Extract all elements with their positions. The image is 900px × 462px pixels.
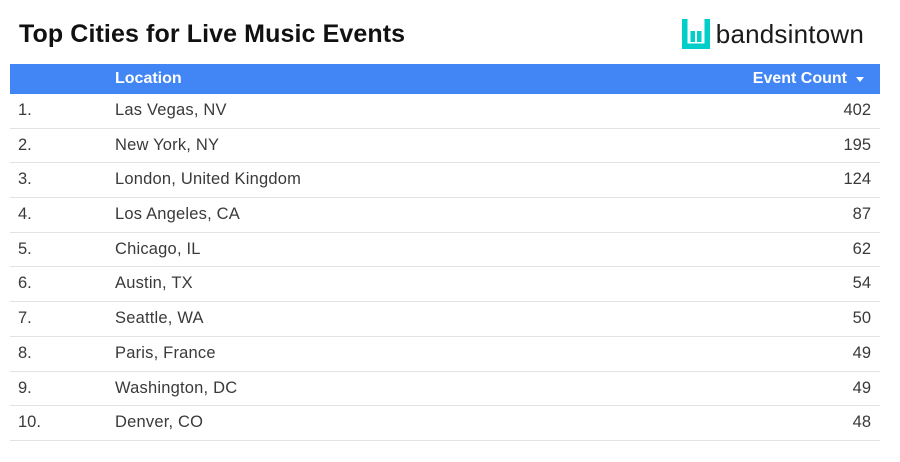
row-event-count: 87 (852, 205, 871, 224)
row-event-count: 62 (852, 239, 871, 258)
page-title: Top Cities for Live Music Events (19, 20, 406, 48)
row-event-count: 54 (852, 274, 871, 293)
row-rank: 4. (18, 205, 32, 224)
table-row: 2. New York, NY 195 (10, 129, 880, 164)
row-location: Seattle, WA (115, 309, 204, 328)
row-event-count: 49 (852, 378, 871, 397)
brand: bandsintown (681, 18, 864, 50)
row-event-count: 50 (852, 309, 871, 328)
row-rank: 10. (18, 413, 41, 432)
table-row: 1. Las Vegas, NV 402 (10, 94, 880, 129)
column-header-event-count[interactable]: Event Count (753, 70, 864, 88)
column-header-location[interactable]: Location (115, 70, 182, 87)
row-location: Las Vegas, NV (115, 101, 227, 119)
row-location: Paris, France (115, 343, 216, 362)
table-header: Location Event Count (10, 64, 880, 94)
table-row: 8. Paris, France 49 (10, 337, 880, 372)
row-event-count: 49 (852, 343, 871, 362)
table-row: 4. Los Angeles, CA 87 (10, 198, 880, 233)
events-table: Location Event Count 1. Las Vegas, NV 402 2… (10, 64, 880, 441)
row-rank: 9. (18, 378, 32, 397)
row-rank: 6. (18, 274, 32, 293)
report-header: Top Cities for Live Music Events bandsin… (0, 0, 900, 64)
row-location: Washington, DC (115, 378, 238, 397)
row-rank: 8. (18, 343, 32, 362)
row-location: Denver, CO (115, 413, 204, 432)
column-header-event-count-label: Event Count (752, 70, 847, 87)
row-rank: 5. (18, 239, 32, 258)
table-row: 3. London, United Kingdom 124 (10, 163, 880, 199)
row-event-count: 124 (843, 170, 871, 189)
row-location: Los Angeles, CA (115, 205, 240, 224)
row-rank: 7. (18, 309, 32, 328)
row-event-count: 195 (843, 135, 871, 154)
row-event-count: 48 (852, 413, 871, 432)
table-row: 10. Denver, CO 48 (10, 406, 880, 441)
brand-name: bandsintown (715, 19, 864, 49)
table-row: 9. Washington, DC 49 (10, 372, 880, 407)
row-location: London, United Kingdom (115, 170, 302, 189)
table-row: 6. Austin, TX 54 (10, 267, 880, 303)
row-location: Austin, TX (115, 274, 193, 293)
row-location: New York, NY (115, 135, 220, 154)
table-row: 5. Chicago, IL 62 (10, 233, 880, 268)
table-row: 7. Seattle, WA 50 (10, 302, 880, 337)
row-rank: 1. (18, 101, 32, 119)
bandsintown-logo-icon (681, 19, 710, 49)
row-event-count: 402 (843, 101, 871, 119)
row-location: Chicago, IL (115, 239, 201, 258)
sort-descending-icon[interactable] (856, 77, 864, 82)
row-rank: 3. (18, 170, 32, 189)
row-rank: 2. (18, 135, 32, 154)
table-body: 1. Las Vegas, NV 402 2. New York, NY 195 3. Lon… (10, 94, 880, 441)
